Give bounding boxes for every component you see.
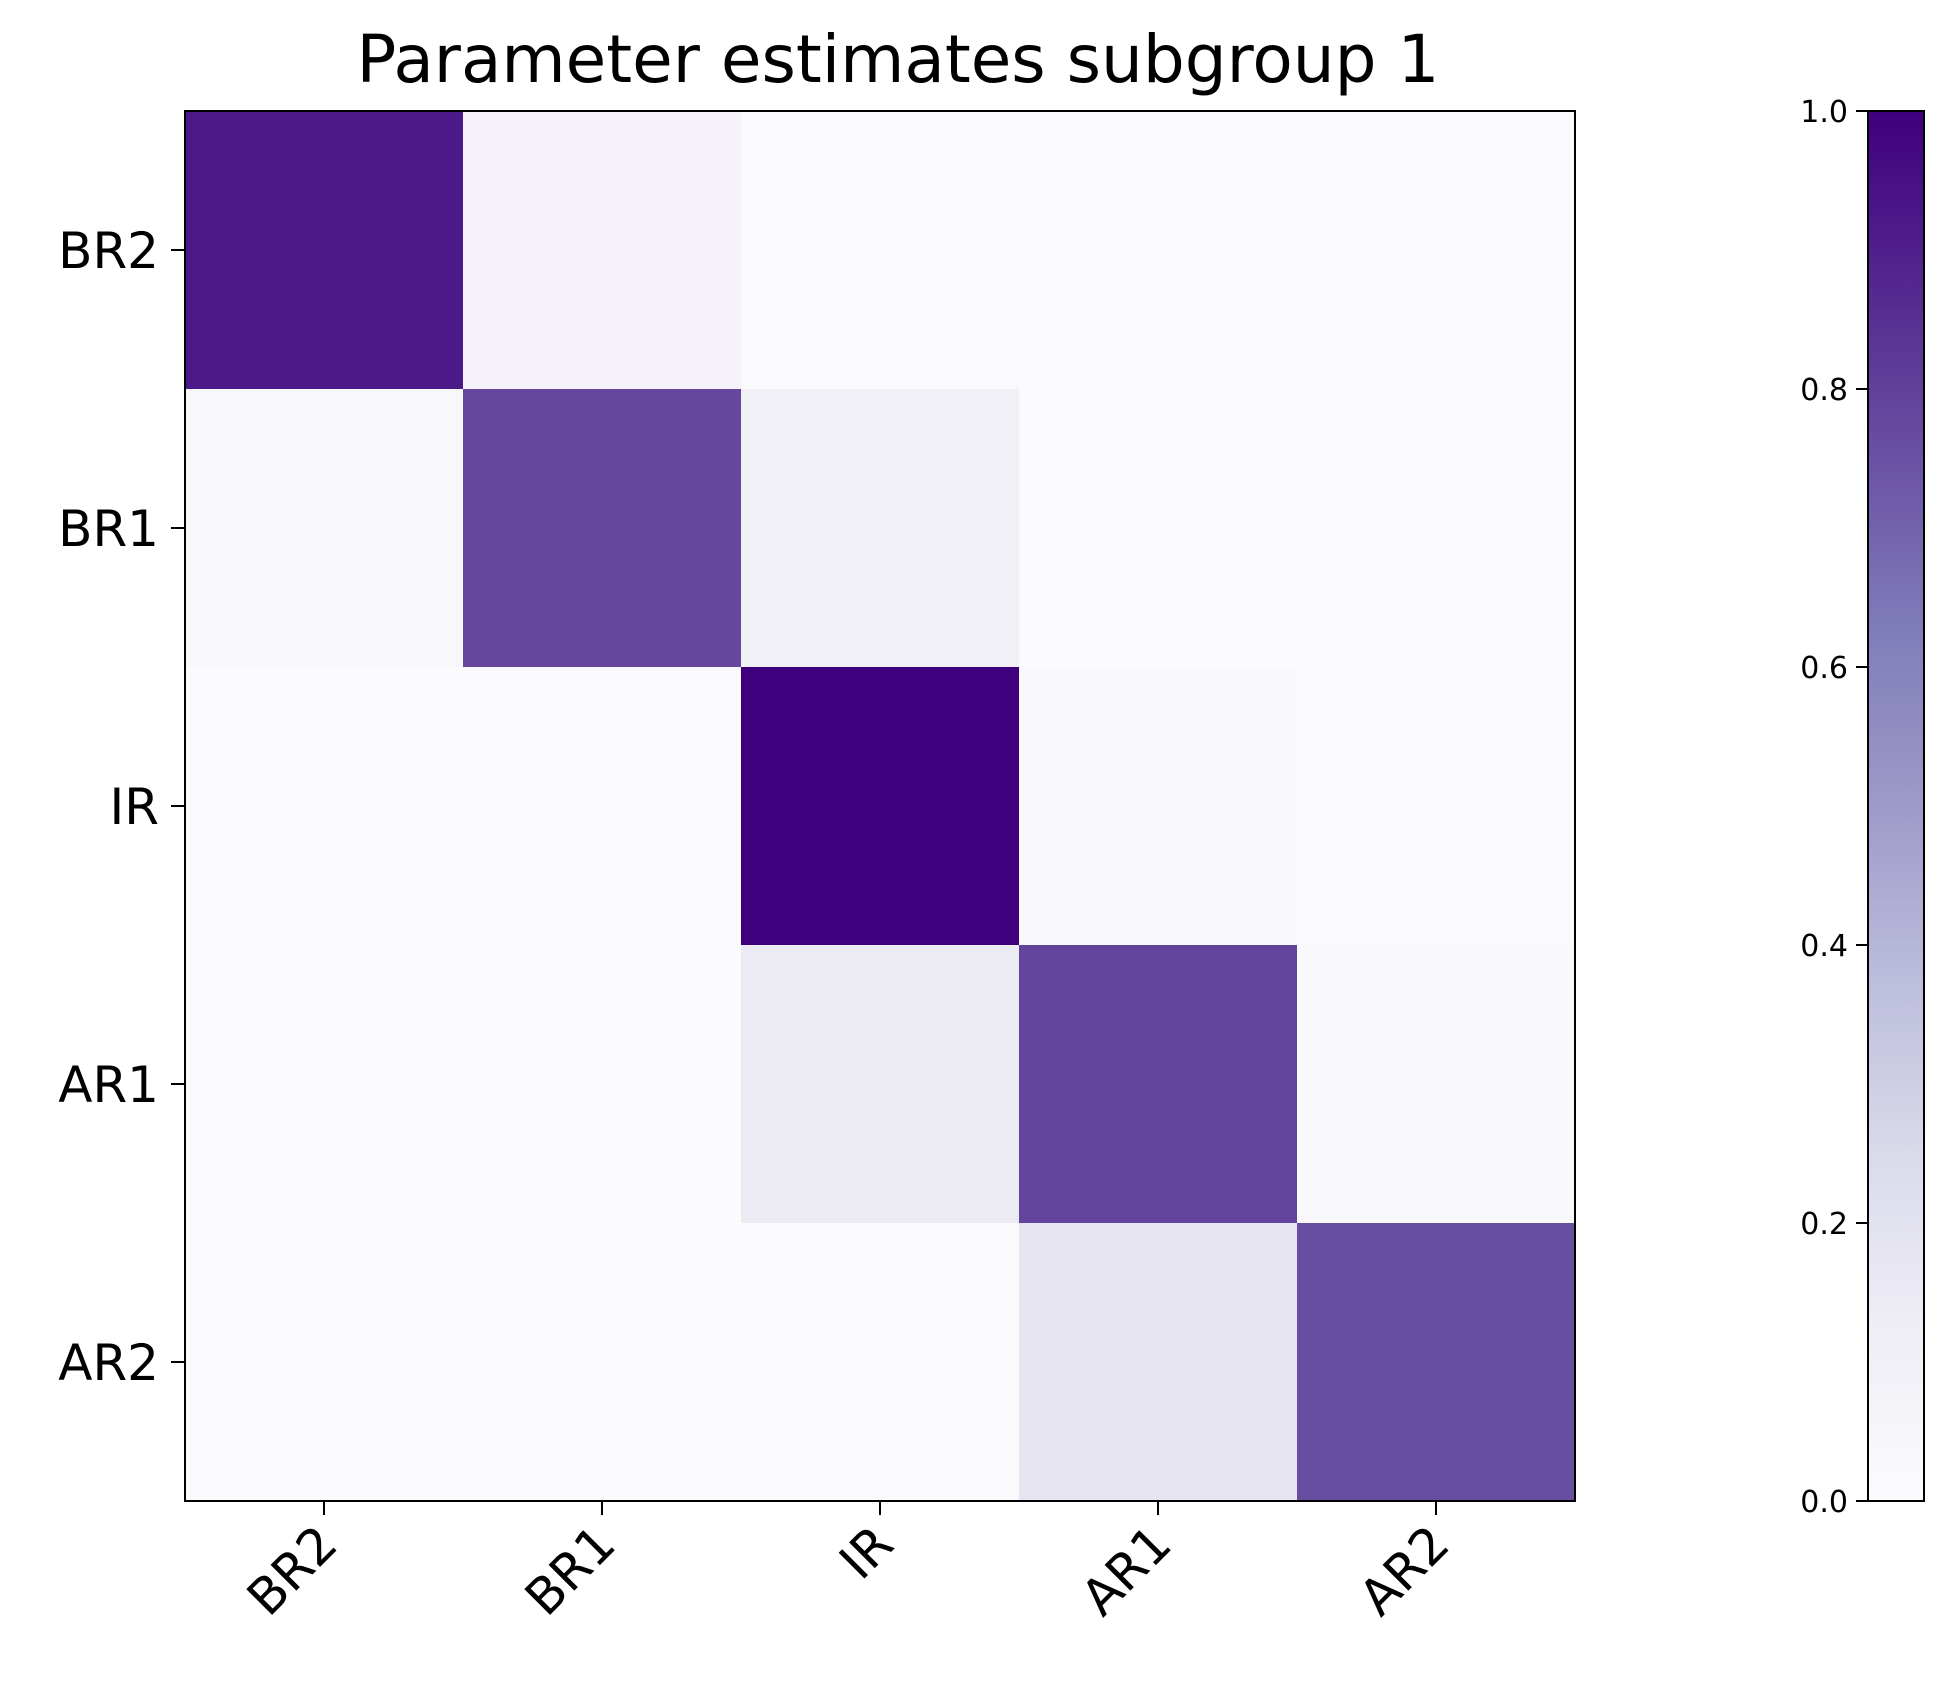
heatmap-cell-ir-br1 [463,667,742,946]
x-axis: BR2 BR1 IR AR1 AR2 [236,1501,1460,1627]
y-tick-label: AR1 [58,1056,159,1114]
heatmap-cell-br2-ir [741,111,1020,390]
heatmap-cell-ar2-br2 [185,1223,464,1502]
colorbar-gradient [1867,110,1925,1502]
heatmap-cell-br1-ar1 [1019,389,1298,668]
heatmap-cell-br1-ar2 [1297,389,1576,668]
heatmap-cell-br2-br2 [185,111,464,390]
heatmap-cell-br2-ar2 [1297,111,1576,390]
colorbar-tick-label: 0.0 [1800,1485,1848,1520]
heatmap-cell-ir-br2 [185,667,464,946]
heatmap-cell-ar1-br2 [185,945,464,1224]
colorbar-tick-label: 0.4 [1800,929,1848,964]
heatmap-cell-ir-ir [741,667,1020,946]
heatmap-cell-br1-br1 [463,389,742,668]
heatmap-cell-ar1-ar1 [1019,945,1298,1224]
heatmap-cell-br1-ir [741,389,1020,668]
colorbar-tick-label: 0.8 [1800,373,1848,408]
x-tick-label: IR [828,1514,904,1590]
colorbar-ticks: 0.0 0.2 0.4 0.6 0.8 1.0 [1800,95,1868,1520]
heatmap-cell-ar2-ir [741,1223,1020,1502]
colorbar-tick-label: 0.2 [1800,1207,1848,1242]
heatmap-cell-br1-br2 [185,389,464,668]
x-tick-label: BR1 [514,1514,626,1626]
colorbar-tick-label: 0.6 [1800,651,1848,686]
heatmap-cell-br2-br1 [463,111,742,390]
heatmap-cells [185,111,1576,1502]
y-tick-label: IR [110,778,160,836]
y-tick-label: BR1 [58,500,159,558]
heatmap-cell-ar1-ar2 [1297,945,1576,1224]
x-tick-label: AR1 [1070,1514,1182,1626]
x-tick-label: AR2 [1348,1514,1460,1626]
heatmap-cell-ar1-br1 [463,945,742,1224]
y-axis: BR2 BR1 IR AR1 AR2 [58,222,185,1392]
x-tick-label: BR2 [236,1514,348,1626]
heatmap-cell-br2-ar1 [1019,111,1298,390]
y-tick-label: BR2 [58,222,159,280]
heatmap-cell-ar2-br1 [463,1223,742,1502]
colorbar: 0.0 0.2 0.4 0.6 0.8 1.0 [1800,95,1925,1520]
heatmap-cell-ir-ar2 [1297,667,1576,946]
heatmap-cell-ar1-ir [741,945,1020,1224]
heatmap-cell-ar2-ar2 [1297,1223,1576,1502]
y-tick-label: AR2 [58,1334,159,1392]
heatmap-cell-ar2-ar1 [1019,1223,1298,1502]
chart-title: Parameter estimates subgroup 1 [357,21,1440,98]
colorbar-tick-label: 1.0 [1800,95,1848,130]
heatmap-cell-ir-ar1 [1019,667,1298,946]
